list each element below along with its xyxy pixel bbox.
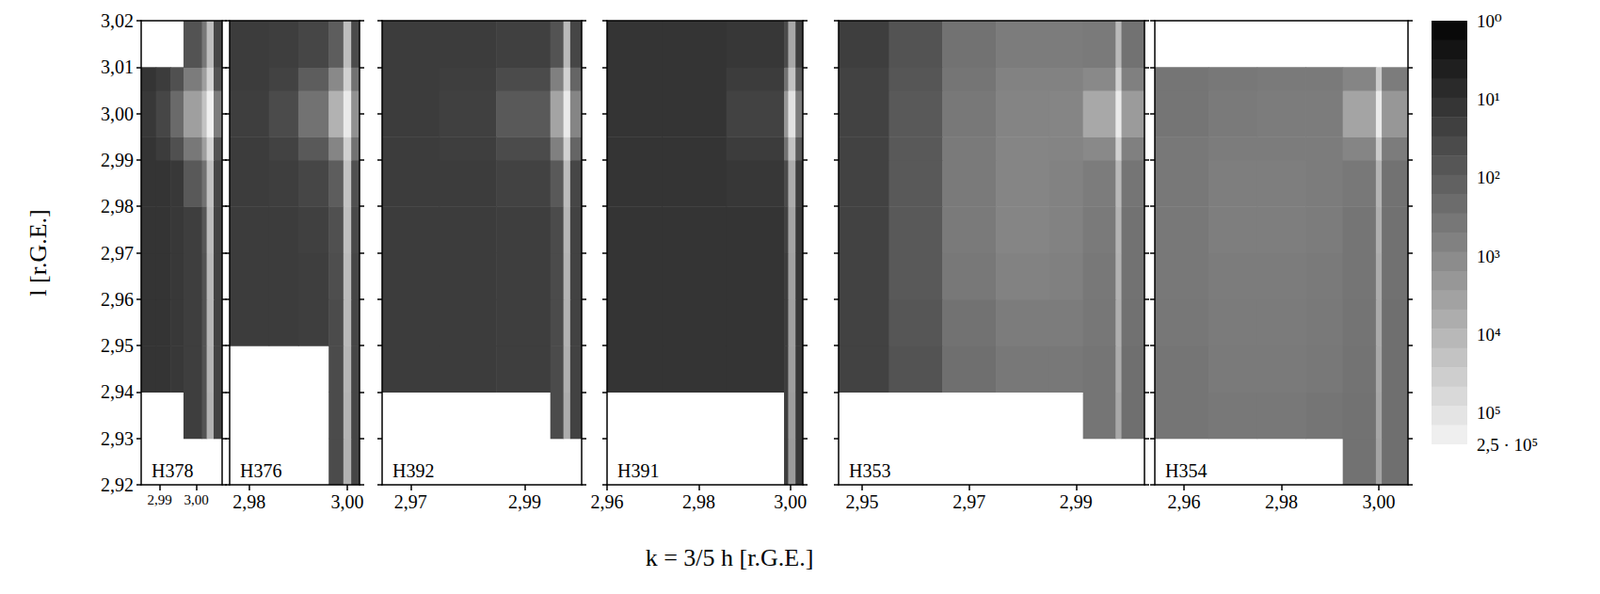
svg-text:2,96: 2,96 [1168,491,1201,512]
svg-text:3,02: 3,02 [100,10,134,32]
svg-text:2,97: 2,97 [100,242,134,264]
svg-text:2,98: 2,98 [1264,491,1298,512]
svg-text:3,01: 3,01 [100,56,134,78]
svg-text:2,92: 2,92 [100,474,134,496]
svg-text:2,95: 2,95 [846,491,880,512]
svg-text:H376: H376 [240,460,282,481]
svg-text:2,99: 2,99 [1059,491,1093,512]
svg-text:2,95: 2,95 [100,335,134,356]
svg-text:10⁰: 10⁰ [1476,11,1503,32]
svg-text:H378: H378 [151,460,193,481]
svg-text:H391: H391 [617,460,659,481]
svg-text:10²: 10² [1476,167,1501,188]
svg-text:3,00: 3,00 [1361,491,1395,512]
svg-text:10³: 10³ [1476,246,1501,267]
svg-text:10¹: 10¹ [1476,89,1501,110]
svg-text:2,93: 2,93 [100,428,134,449]
svg-text:2,97: 2,97 [952,491,986,512]
svg-text:3,00: 3,00 [330,491,364,512]
svg-text:2,99: 2,99 [100,149,134,171]
svg-text:2,98: 2,98 [232,491,266,512]
svg-text:k = 3/5 h [r.G.E.]: k = 3/5 h [r.G.E.] [645,544,815,572]
svg-text:3,00: 3,00 [100,103,134,125]
svg-text:2,96: 2,96 [591,491,624,512]
svg-text:2,94: 2,94 [100,381,134,402]
svg-text:10⁴: 10⁴ [1476,324,1502,345]
svg-text:2,98: 2,98 [682,491,716,512]
svg-text:2,98: 2,98 [100,195,134,217]
svg-text:H392: H392 [392,460,434,481]
svg-text:l [r.G.E.]: l [r.G.E.] [24,208,52,296]
svg-text:3,00: 3,00 [773,491,807,512]
svg-text:2,5 · 10⁵: 2,5 · 10⁵ [1476,434,1538,455]
svg-text:H354: H354 [1165,460,1207,481]
svg-text:2,97: 2,97 [394,491,428,512]
svg-text:2,96: 2,96 [100,288,134,310]
svg-text:H353: H353 [848,460,891,481]
svg-text:10⁵: 10⁵ [1476,402,1502,423]
svg-text:2,99: 2,99 [146,492,172,508]
svg-text:2,99: 2,99 [508,491,542,512]
svg-text:3,00: 3,00 [184,492,209,508]
